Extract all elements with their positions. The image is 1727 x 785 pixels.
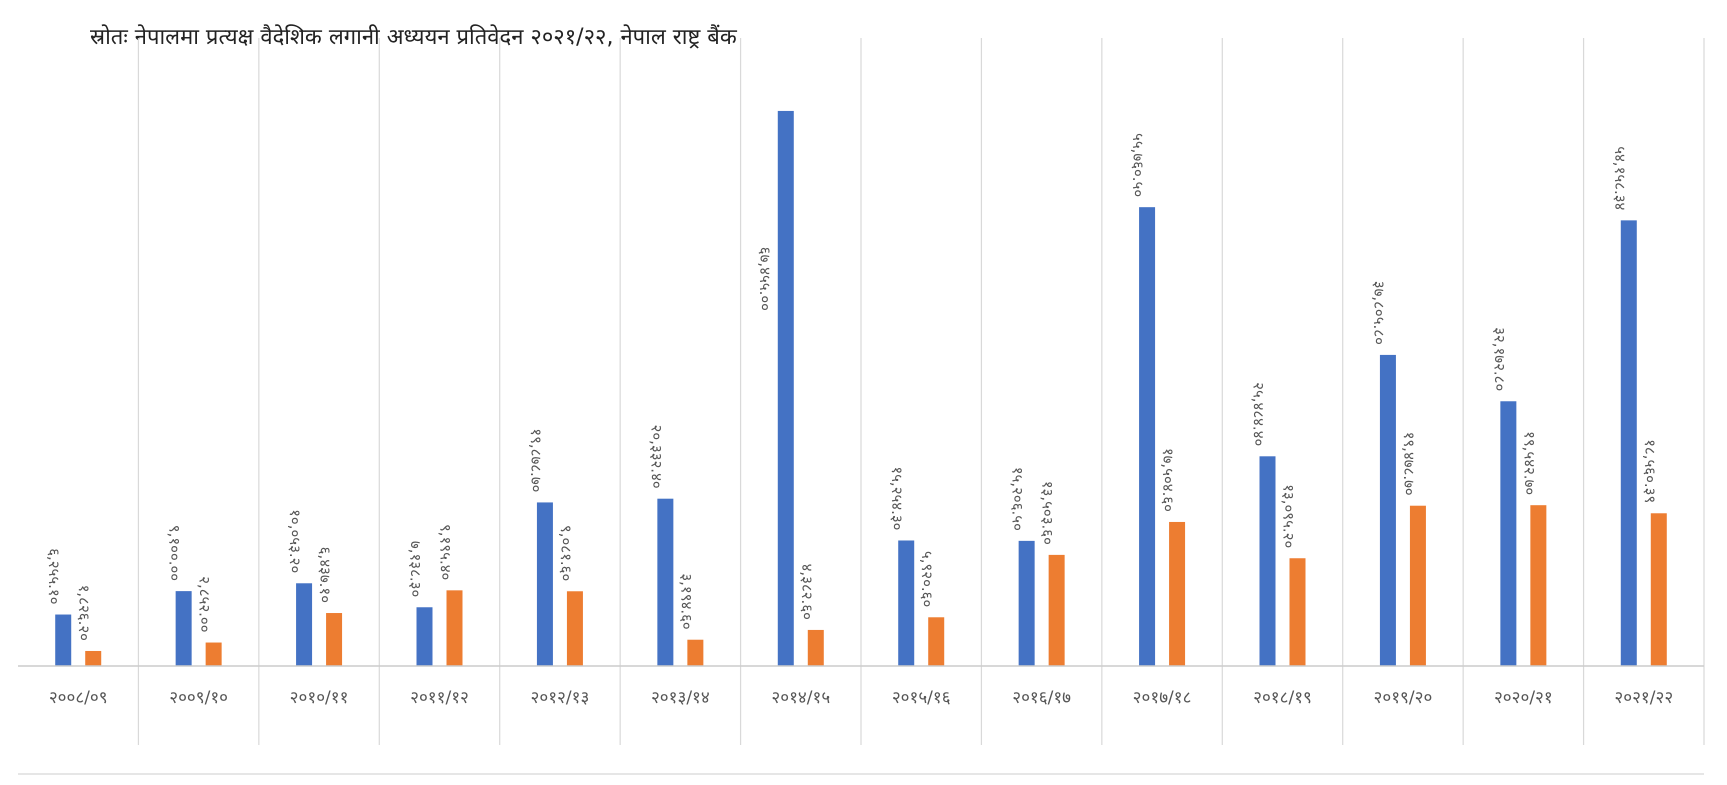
x-tick-label: २०१०/११	[290, 688, 349, 708]
data-label: ५४,१५८.३४	[1611, 146, 1629, 210]
x-tick-label: २०१६/१७	[1012, 688, 1071, 708]
data-label: ६७,४५५.००	[756, 247, 774, 311]
data-label: १९,८७८.७०	[527, 428, 545, 492]
bar-series-1	[1500, 401, 1517, 666]
x-tick-label: २०१९/२०	[1374, 688, 1433, 708]
gridlines	[137, 38, 1705, 745]
bar-series-2	[446, 590, 463, 666]
data-label: २०,३३२.४०	[647, 425, 665, 489]
data-label: ५,९२०.६०	[918, 551, 936, 607]
x-tick-label: २०१४/१५	[771, 688, 830, 708]
bar-series-1	[657, 498, 674, 666]
data-label: १९,५४२.७०	[1520, 431, 1538, 495]
data-label: ३७,८०५.८०	[1370, 281, 1388, 345]
bar-series-1	[1259, 456, 1276, 666]
bar-series-2	[1048, 554, 1065, 666]
data-label: १९,४७८.७०	[1400, 432, 1418, 496]
data-label: १७,५०४.६०	[1159, 448, 1177, 512]
bar-series-1	[1139, 207, 1156, 666]
bar-series-1	[175, 591, 192, 666]
bar-series-2	[1650, 513, 1667, 666]
x-axis-ticks: २००८/०९ २००९/१० २०१०/११ २०११/१२ २०१२/१३ २०१३/…	[49, 688, 1673, 708]
x-tick-label: २०१२/१३	[531, 688, 590, 708]
data-label: १८,५६०.३९	[1641, 439, 1659, 503]
bar-series-1	[536, 502, 553, 666]
data-label: १३,५०३.६०	[1039, 481, 1057, 545]
data-label: ६,२५५.१०	[45, 548, 63, 604]
bar-series-2	[1289, 558, 1306, 666]
bar-series-2	[85, 650, 102, 666]
data-label: १,८२६.२०	[75, 585, 93, 641]
bar-series-2	[807, 629, 824, 666]
data-labels: ६,२५५.१० १,८२६.२० ९,१००.०० २,८५२.०० १०,०५३.२…	[45, 133, 1659, 641]
bars	[55, 110, 1667, 666]
bar-series-1	[296, 583, 313, 666]
bar-series-1	[1379, 354, 1396, 666]
x-tick-label: २०२०/२१	[1494, 688, 1553, 708]
bar-series-1	[1018, 540, 1035, 666]
x-tick-label: २०१७/१८	[1133, 688, 1192, 708]
data-label: ४,३८२.६०	[798, 564, 816, 620]
bar-series-1	[416, 607, 433, 666]
data-label: ३,१९४.६०	[677, 573, 695, 629]
data-label: २५,४८४.४०	[1250, 382, 1268, 446]
data-label: ९,०८१.६०	[557, 525, 575, 581]
x-tick-label: २००९/१०	[169, 688, 228, 708]
data-label: ३२,१७२.८०	[1490, 327, 1508, 391]
bar-series-1	[898, 540, 915, 666]
bar-series-2	[566, 591, 583, 666]
data-label: ९,१००.००	[166, 525, 184, 581]
bar-series-2	[928, 617, 945, 666]
data-label: १५,२५४.३०	[888, 466, 906, 530]
bar-series-2	[1169, 521, 1186, 666]
bar-series-2	[326, 613, 343, 666]
bar-series-2	[205, 642, 222, 666]
x-tick-label: २०१३/१४	[651, 688, 710, 708]
data-label: २,८५२.००	[196, 576, 214, 632]
data-label: १३,०९५.२०	[1280, 484, 1298, 548]
data-label: ९,१९५.४०	[437, 524, 455, 580]
bar-series-1	[1620, 220, 1637, 666]
data-label: १५,२०६.५०	[1009, 467, 1027, 531]
x-tick-label: २०११/१२	[410, 688, 469, 708]
data-label: ६,४३७.१०	[316, 547, 334, 603]
data-label: ७,१३८.३०	[407, 541, 425, 597]
bar-series-1	[777, 110, 794, 666]
x-tick-label: २०१८/१९	[1253, 688, 1312, 708]
data-label: ५५,७६०.५०	[1129, 133, 1147, 197]
bar-series-2	[687, 639, 704, 666]
bar-series-2	[1409, 505, 1426, 666]
bar-series-1	[55, 614, 72, 666]
data-label: १०,०५३.२०	[286, 509, 304, 573]
source-note: स्रोतः नेपालमा प्रत्यक्ष वैदेशिक लगानी अ…	[90, 24, 738, 50]
x-tick-label: २००८/०९	[49, 688, 108, 708]
x-tick-label: २०१५/१६	[892, 688, 951, 708]
bar-series-2	[1530, 505, 1547, 666]
x-tick-label: २०२१/२२	[1614, 688, 1673, 708]
